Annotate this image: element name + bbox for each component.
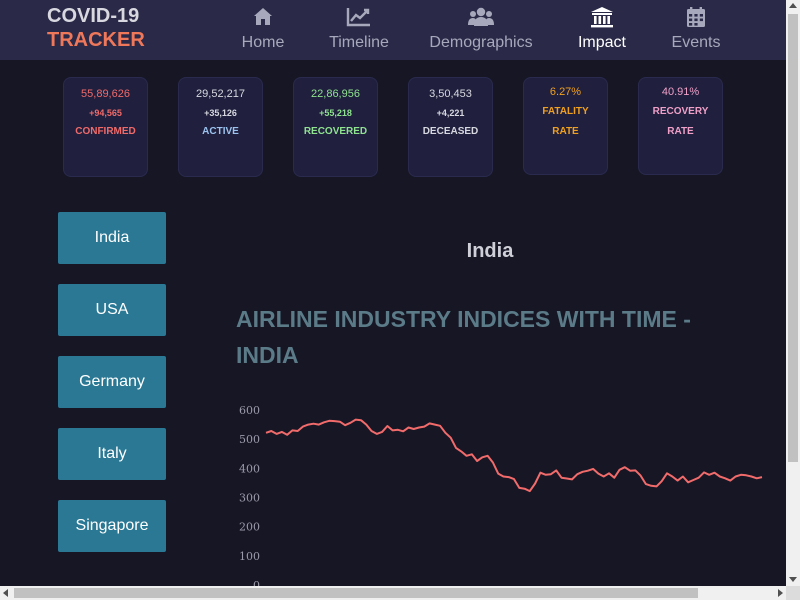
stat-label-secondary: RATE — [667, 126, 694, 137]
calendar-icon — [668, 6, 724, 30]
stat-label: RECOVERED — [303, 126, 368, 137]
country-button-india[interactable]: India — [58, 212, 166, 264]
y-tick-label: 500 — [239, 433, 260, 446]
y-tick-label: 100 — [239, 550, 260, 563]
stat-delta: +35,126 — [204, 108, 237, 118]
stat-delta: +94,565 — [89, 108, 122, 118]
stat-value: 40.91% — [661, 86, 700, 98]
users-icon — [426, 6, 536, 30]
stat-label: CONFIRMED — [75, 126, 136, 137]
airline-index-chart: 0 100 200 300 400 500 600 — [239, 404, 763, 586]
stat-card-active: 29,52,217 +35,126 ACTIVE — [178, 77, 263, 177]
horizontal-scrollbar[interactable] — [0, 586, 786, 600]
y-tick-label: 400 — [239, 462, 260, 475]
y-tick-label: 0 — [253, 579, 260, 586]
nav-label: Demographics — [429, 34, 533, 51]
selected-country-heading: India — [466, 240, 514, 262]
scrollbar-corner — [786, 586, 800, 600]
navbar: COVID-19 TRACKER Home Timeline — [0, 0, 786, 60]
country-button-usa[interactable]: USA — [58, 284, 166, 336]
nav-events[interactable]: Events — [668, 6, 724, 52]
stat-value: 6.27% — [549, 86, 582, 98]
stat-label: FATALITY — [542, 106, 589, 117]
country-button-italy[interactable]: Italy — [58, 428, 166, 480]
brand-subtitle: TRACKER — [47, 29, 145, 51]
brand-title: COVID-19 — [47, 5, 140, 27]
y-tick-label: 300 — [239, 492, 260, 505]
nav-timeline[interactable]: Timeline — [326, 6, 392, 52]
stat-card-fatality-rate: 6.27% FATALITY RATE — [523, 77, 608, 175]
nav-label: Impact — [577, 34, 626, 51]
bank-icon — [574, 6, 630, 30]
scroll-down-arrow-icon[interactable] — [789, 577, 797, 582]
stat-label-secondary: RATE — [552, 126, 579, 137]
scroll-left-arrow-icon[interactable] — [3, 589, 8, 597]
nav-label: Home — [241, 34, 285, 51]
y-tick-label: 600 — [239, 404, 260, 417]
stat-label: ACTIVE — [202, 126, 239, 137]
stat-card-confirmed: 55,89,626 +94,565 CONFIRMED — [63, 77, 148, 177]
scroll-up-arrow-icon[interactable] — [789, 3, 797, 8]
country-button-germany[interactable]: Germany — [58, 356, 166, 408]
stat-value: 29,52,217 — [196, 88, 245, 100]
stat-value: 3,50,453 — [429, 88, 472, 100]
scroll-right-arrow-icon[interactable] — [778, 589, 783, 597]
horizontal-scroll-thumb[interactable] — [14, 588, 698, 598]
stat-label: DECEASED — [422, 126, 479, 137]
stat-delta: +4,221 — [436, 108, 465, 118]
stat-label: RECOVERY — [652, 106, 709, 117]
nav-home[interactable]: Home — [236, 6, 290, 52]
chart-line-icon — [326, 6, 392, 30]
y-tick-label: 200 — [239, 521, 260, 534]
nav-impact[interactable]: Impact — [574, 6, 630, 52]
stat-value: 22,86,956 — [311, 88, 360, 100]
nav-label: Timeline — [329, 34, 389, 51]
nav-label: Events — [671, 34, 721, 51]
chart-title: AIRLINE INDUSTRY INDICES WITH TIME - IND… — [236, 306, 691, 368]
stat-card-recovered: 22,86,956 +55,218 RECOVERED — [293, 77, 378, 177]
home-icon — [236, 6, 290, 30]
vertical-scrollbar[interactable] — [786, 0, 800, 586]
stat-card-recovery-rate: 40.91% RECOVERY RATE — [638, 77, 723, 175]
stat-card-deceased: 3,50,453 +4,221 DECEASED — [408, 77, 493, 177]
series-line-india — [265, 418, 763, 493]
stat-delta: +55,218 — [319, 108, 352, 118]
brand-logo[interactable]: COVID-19 TRACKER — [47, 4, 145, 52]
country-button-singapore[interactable]: Singapore — [58, 500, 166, 552]
nav-demographics[interactable]: Demographics — [426, 6, 536, 52]
vertical-scroll-thumb[interactable] — [788, 14, 798, 462]
stat-value: 55,89,626 — [81, 88, 130, 100]
